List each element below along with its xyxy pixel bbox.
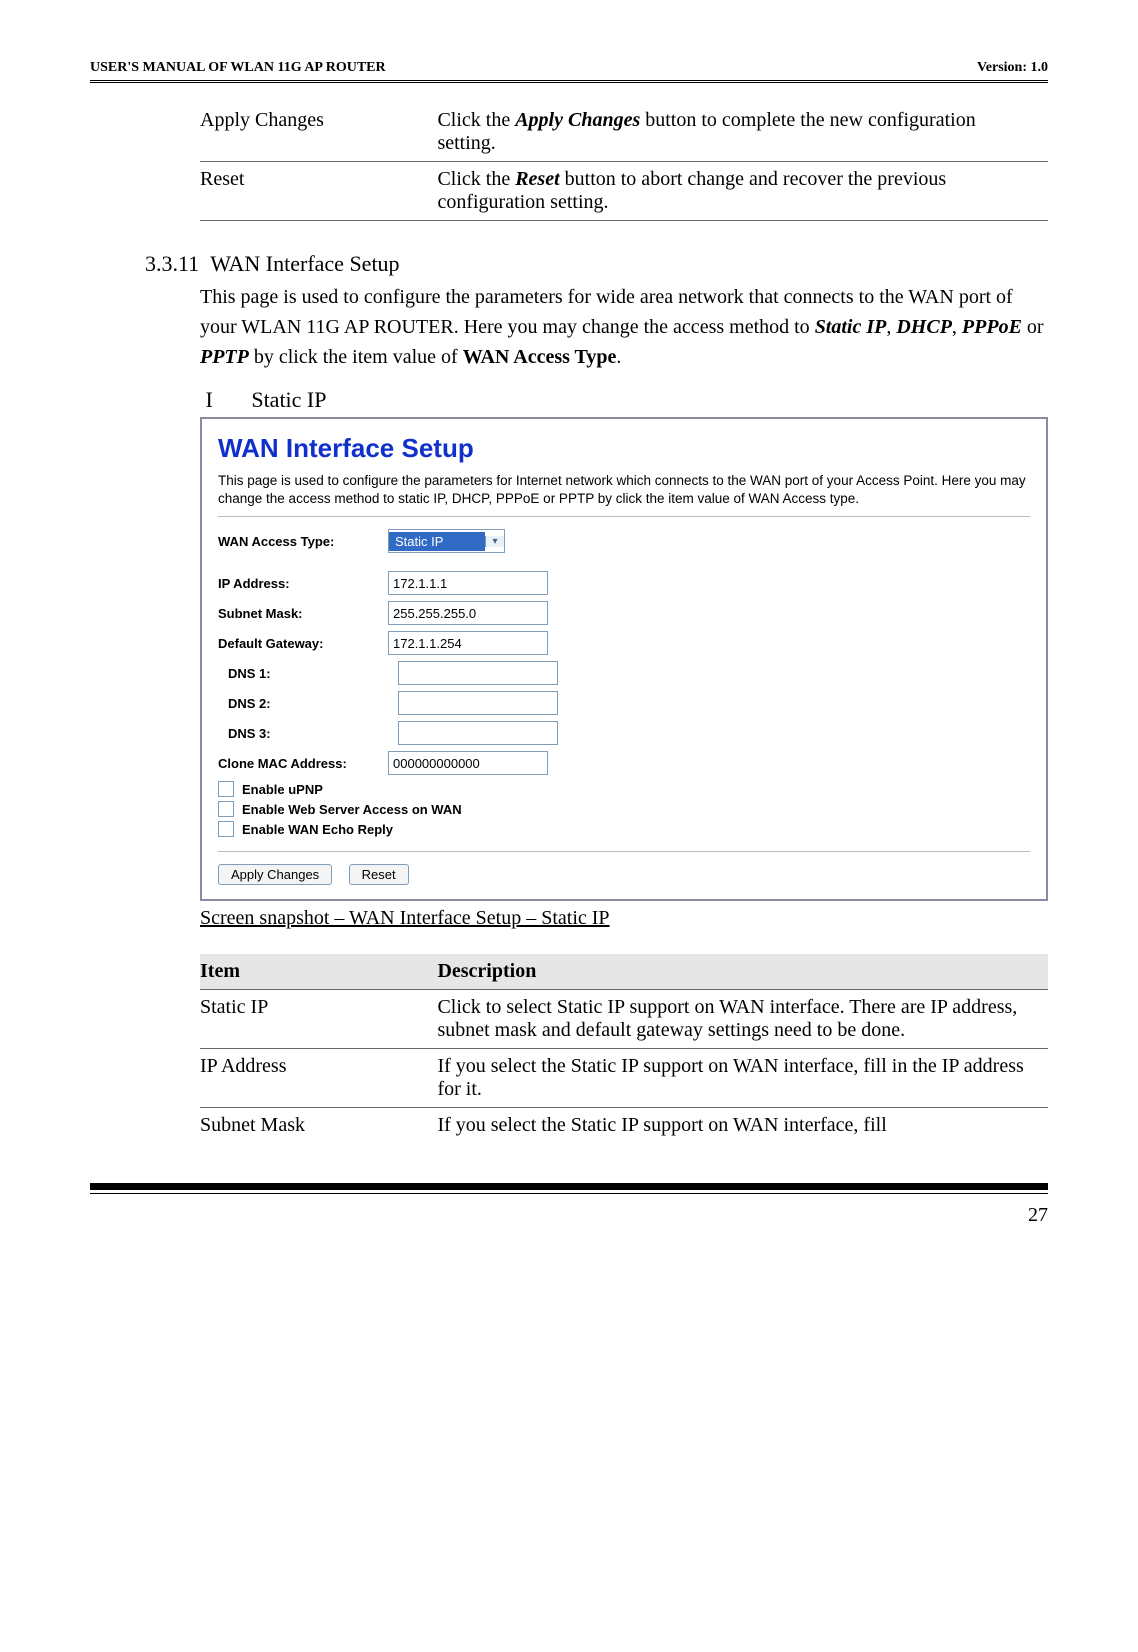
subsection-heading: I Static IP [200, 387, 1048, 413]
ip-address-input[interactable] [388, 571, 548, 595]
default-gateway-label: Default Gateway: [218, 636, 388, 651]
table-row: IP Address If you select the Static IP s… [200, 1049, 1048, 1108]
footer-divider [90, 1183, 1048, 1194]
ip-address-label: IP Address: [218, 576, 388, 591]
apply-changes-button[interactable]: Apply Changes [218, 864, 332, 885]
table-row: Reset Click the Reset button to abort ch… [200, 162, 1048, 221]
page-header: USER'S MANUAL OF WLAN 11G AP ROUTER Vers… [90, 60, 1048, 83]
dns1-label: DNS 1: [218, 666, 398, 681]
desc-cell: Click the Apply Changes button to comple… [437, 103, 1048, 162]
enable-upnp-checkbox[interactable] [218, 781, 234, 797]
subnet-mask-label: Subnet Mask: [218, 606, 388, 621]
item-cell: Apply Changes [200, 103, 437, 162]
enable-web-server-label: Enable Web Server Access on WAN [242, 802, 462, 817]
table-header-row: Item Description [200, 954, 1048, 990]
item-cell: IP Address [200, 1049, 437, 1108]
table-row: Apply Changes Click the Apply Changes bu… [200, 103, 1048, 162]
dns3-label: DNS 3: [218, 726, 398, 741]
header-right: Version: 1.0 [977, 60, 1048, 76]
enable-wan-echo-label: Enable WAN Echo Reply [242, 822, 393, 837]
item-cell: Subnet Mask [200, 1108, 437, 1144]
screenshot-title: WAN Interface Setup [218, 433, 1030, 464]
top-definition-table: Apply Changes Click the Apply Changes bu… [200, 103, 1048, 221]
header-left: USER'S MANUAL OF WLAN 11G AP ROUTER [90, 60, 386, 76]
page-number: 27 [90, 1204, 1048, 1227]
wan-access-type-label: WAN Access Type: [218, 534, 388, 549]
section-heading: 3.3.11 WAN Interface Setup [145, 251, 1048, 277]
dns2-input[interactable] [398, 691, 558, 715]
dns3-input[interactable] [398, 721, 558, 745]
dns2-label: DNS 2: [218, 696, 398, 711]
enable-wan-echo-checkbox[interactable] [218, 821, 234, 837]
default-gateway-input[interactable] [388, 631, 548, 655]
item-cell: Static IP [200, 990, 437, 1049]
screenshot-caption: Screen snapshot – WAN Interface Setup – … [200, 907, 1048, 930]
wan-setup-screenshot: WAN Interface Setup This page is used to… [200, 417, 1048, 901]
item-cell: Reset [200, 162, 437, 221]
desc-cell: If you select the Static IP support on W… [437, 1049, 1048, 1108]
section-paragraph: This page is used to configure the param… [200, 282, 1048, 372]
clone-mac-input[interactable] [388, 751, 548, 775]
enable-web-server-checkbox[interactable] [218, 801, 234, 817]
subnet-mask-input[interactable] [388, 601, 548, 625]
enable-upnp-label: Enable uPNP [242, 782, 323, 797]
chevron-down-icon: ▾ [485, 536, 504, 547]
desc-header: Description [437, 954, 1048, 990]
desc-cell: If you select the Static IP support on W… [437, 1108, 1048, 1144]
dns1-input[interactable] [398, 661, 558, 685]
item-header: Item [200, 954, 437, 990]
desc-cell: Click to select Static IP support on WAN… [437, 990, 1048, 1049]
wan-access-type-select[interactable]: Static IP ▾ [388, 529, 505, 553]
clone-mac-label: Clone MAC Address: [218, 756, 388, 771]
screenshot-description: This page is used to configure the param… [218, 472, 1030, 517]
reset-button[interactable]: Reset [349, 864, 409, 885]
table-row: Subnet Mask If you select the Static IP … [200, 1108, 1048, 1144]
bottom-definition-table: Item Description Static IP Click to sele… [200, 954, 1048, 1143]
table-row: Static IP Click to select Static IP supp… [200, 990, 1048, 1049]
desc-cell: Click the Reset button to abort change a… [437, 162, 1048, 221]
